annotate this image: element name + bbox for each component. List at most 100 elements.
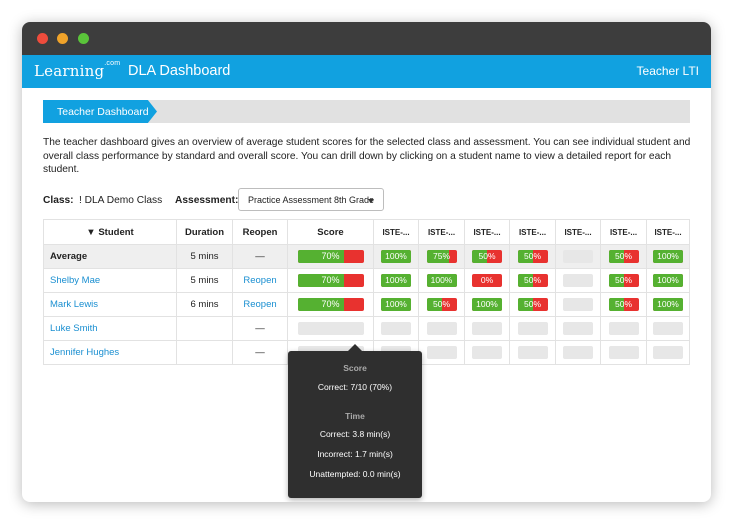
column-header-reopen[interactable]: Reopen bbox=[232, 219, 288, 245]
standard-score-bar[interactable] bbox=[472, 322, 502, 335]
student-name-link[interactable]: Luke Smith bbox=[50, 323, 98, 334]
column-header-standard[interactable]: ISTE-... bbox=[600, 219, 647, 245]
standard-score-bar[interactable] bbox=[426, 322, 457, 335]
column-header-standard[interactable]: ISTE-... bbox=[418, 219, 465, 245]
standard-score-bar[interactable] bbox=[517, 346, 548, 359]
standard-score-bar[interactable] bbox=[608, 322, 639, 335]
standard-score-bar[interactable]: 100% bbox=[381, 250, 411, 263]
standard-score-bar[interactable]: 100% bbox=[472, 298, 502, 311]
reopen-cell: — bbox=[232, 340, 288, 365]
standard-score-bar[interactable] bbox=[563, 322, 593, 335]
student-name-cell: Jennifer Hughes bbox=[43, 340, 177, 365]
standard-score-bar[interactable]: 50% bbox=[517, 298, 548, 311]
standard-score-fill bbox=[653, 274, 683, 287]
standard-score-bar[interactable]: 50% bbox=[608, 298, 639, 311]
standard-score-label: 100% bbox=[657, 275, 679, 285]
standard-score-bar[interactable]: 100% bbox=[653, 274, 683, 287]
tooltip-score-line: Correct: 7/10 (70%) bbox=[317, 382, 393, 392]
reopen-link[interactable]: Reopen bbox=[243, 299, 277, 310]
standard-score-cell: 50% bbox=[600, 244, 647, 269]
score-bar[interactable] bbox=[297, 322, 364, 335]
standard-score-fill bbox=[426, 274, 457, 287]
standard-score-bar[interactable] bbox=[472, 346, 502, 359]
standard-score-bar[interactable]: 0% bbox=[472, 274, 502, 287]
reopen-cell: — bbox=[232, 244, 288, 269]
standard-score-bar[interactable]: 100% bbox=[381, 298, 411, 311]
standard-score-bar[interactable]: 100% bbox=[426, 274, 457, 287]
dashboard-description: The teacher dashboard gives an overview … bbox=[43, 137, 691, 175]
standard-score-bar[interactable]: 50% bbox=[608, 274, 639, 287]
duration-cell: 5 mins bbox=[176, 268, 233, 293]
column-header-standard[interactable]: ISTE-... bbox=[464, 219, 510, 245]
standard-score-cell bbox=[464, 340, 510, 365]
score-bar-fill bbox=[297, 298, 344, 311]
standard-score-bar[interactable]: 50% bbox=[472, 250, 502, 263]
maximize-window-dot[interactable] bbox=[78, 33, 89, 44]
minimize-window-dot[interactable] bbox=[57, 33, 68, 44]
standard-score-bar[interactable] bbox=[563, 346, 593, 359]
student-name-link[interactable]: Shelby Mae bbox=[50, 275, 101, 286]
standard-score-label: 50% bbox=[614, 251, 632, 261]
standard-score-fill bbox=[381, 250, 411, 263]
score-cell: 70% bbox=[287, 292, 374, 317]
standard-score-bar[interactable] bbox=[653, 346, 683, 359]
reopen-link[interactable]: Reopen bbox=[243, 275, 277, 286]
column-header-standard[interactable]: ISTE-... bbox=[373, 219, 419, 245]
assessment-label: Assessment: bbox=[175, 195, 239, 206]
column-header-duration[interactable]: Duration bbox=[176, 219, 233, 245]
standard-score-cell: 75% bbox=[418, 244, 465, 269]
standard-score-cell: 100% bbox=[373, 292, 419, 317]
student-name-cell: Mark Lewis bbox=[43, 292, 177, 317]
standard-score-bar[interactable] bbox=[563, 298, 593, 311]
table-header-row: ▼ Student Duration Reopen Score ISTE-...… bbox=[43, 219, 690, 245]
standard-score-bar[interactable]: 50% bbox=[517, 274, 548, 287]
column-header-standard[interactable]: ISTE-... bbox=[646, 219, 690, 245]
standard-score-bar[interactable] bbox=[563, 250, 593, 263]
standard-score-fill bbox=[517, 274, 533, 287]
assessment-select[interactable]: Practice Assessment 8th Grade bbox=[238, 188, 384, 211]
reopen-cell: — bbox=[232, 316, 288, 341]
score-bar[interactable]: 70% bbox=[297, 250, 364, 263]
standard-score-bar[interactable]: 100% bbox=[653, 250, 683, 263]
standard-score-cell: 100% bbox=[646, 244, 690, 269]
user-menu[interactable]: Teacher LTI bbox=[636, 64, 699, 78]
standard-score-cell bbox=[373, 316, 419, 341]
standard-score-bar[interactable] bbox=[653, 322, 683, 335]
standard-score-cell: 100% bbox=[464, 292, 510, 317]
window-titlebar bbox=[22, 22, 711, 55]
standard-score-bar[interactable]: 50% bbox=[426, 298, 457, 311]
column-header-student[interactable]: ▼ Student bbox=[43, 219, 177, 245]
standard-score-bar[interactable] bbox=[608, 346, 639, 359]
standard-score-fill bbox=[517, 298, 533, 311]
standard-score-fill bbox=[426, 298, 442, 311]
score-bar[interactable]: 70% bbox=[297, 274, 364, 287]
standard-score-bar[interactable]: 75% bbox=[426, 250, 457, 263]
brand-logo[interactable]: Learning.com bbox=[34, 60, 120, 80]
standard-score-bar[interactable]: 100% bbox=[653, 298, 683, 311]
standard-score-cell: 100% bbox=[373, 244, 419, 269]
student-name-link[interactable]: Mark Lewis bbox=[50, 299, 99, 310]
standard-score-bar[interactable] bbox=[381, 322, 411, 335]
standard-score-bar[interactable] bbox=[426, 346, 457, 359]
column-header-standard[interactable]: ISTE-... bbox=[509, 219, 556, 245]
standard-score-bar[interactable] bbox=[563, 274, 593, 287]
close-window-dot[interactable] bbox=[37, 33, 48, 44]
standard-score-label: 50% bbox=[614, 275, 632, 285]
standard-score-cell bbox=[555, 340, 601, 365]
chevron-down-icon bbox=[368, 199, 374, 203]
student-name-link[interactable]: Jennifer Hughes bbox=[50, 347, 120, 358]
standard-score-label: 100% bbox=[657, 251, 679, 261]
score-bar[interactable]: 70% bbox=[297, 298, 364, 311]
scores-table: ▼ Student Duration Reopen Score ISTE-...… bbox=[43, 219, 690, 365]
standard-score-bar[interactable] bbox=[517, 322, 548, 335]
standard-score-bar[interactable]: 50% bbox=[517, 250, 548, 263]
standard-score-fill bbox=[472, 250, 487, 263]
standard-score-label: 100% bbox=[385, 251, 407, 261]
standard-score-cell: 100% bbox=[646, 292, 690, 317]
tooltip-score-heading: Score bbox=[343, 363, 367, 373]
column-header-score[interactable]: Score bbox=[287, 219, 374, 245]
standard-score-bar[interactable]: 50% bbox=[608, 250, 639, 263]
column-header-standard[interactable]: ISTE-... bbox=[555, 219, 601, 245]
standard-score-bar[interactable]: 100% bbox=[381, 274, 411, 287]
breadcrumb-teacher-dashboard[interactable]: Teacher Dashboard bbox=[43, 100, 157, 123]
